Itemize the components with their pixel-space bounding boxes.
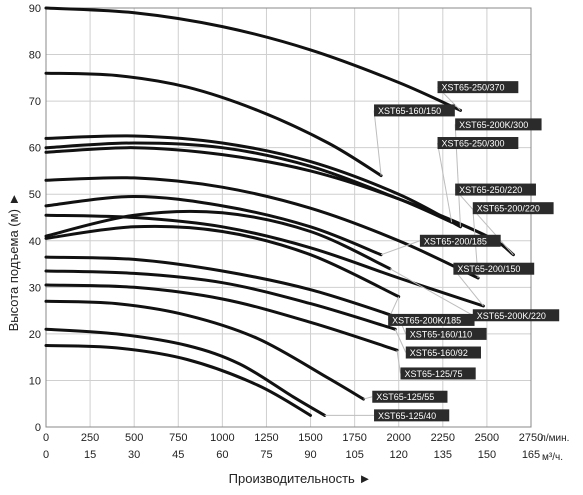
grid xyxy=(45,7,532,428)
series-label: XST65-250/370 xyxy=(442,83,505,93)
x-tick-label-lpm: 0 xyxy=(43,432,49,444)
series-label: XST65-200K/220 xyxy=(477,311,546,321)
label-leader-line xyxy=(437,142,453,223)
series-label-box xyxy=(419,234,501,247)
x-tick-label-lpm: 250 xyxy=(81,432,99,444)
series-label: XST65-250/220 xyxy=(459,185,522,195)
x-tick-label-m3h: 135 xyxy=(434,449,452,461)
label-leader-line xyxy=(394,329,407,353)
series-labels: XST65-250/370 XST65-160/150 XST65-200K/300… xyxy=(372,81,560,422)
series-label: XST65-160/92 xyxy=(410,348,468,358)
y-tick-label: 50 xyxy=(29,189,41,201)
x-tick-label-lpm: 2250 xyxy=(431,432,455,444)
y-tick-label: 70 xyxy=(29,96,41,108)
series-label-box xyxy=(437,137,519,150)
series-label-box xyxy=(455,183,536,196)
x-axis-title: Производительность ► xyxy=(229,471,372,486)
y-axis-title: Высота подъема (м) ► xyxy=(6,193,21,332)
series-line xyxy=(44,71,383,178)
label-leader-line xyxy=(453,268,484,307)
x-tick-label-lpm: 2750 xyxy=(519,432,543,444)
series-label: XST65-125/75 xyxy=(404,369,462,379)
y-tick-label: 80 xyxy=(29,50,41,62)
series-line xyxy=(44,255,401,320)
series-label-box xyxy=(372,390,448,403)
series-label-box xyxy=(472,309,560,322)
x-tick-label-m3h: 105 xyxy=(345,449,363,461)
series-line xyxy=(44,327,327,417)
series-label-box xyxy=(374,104,455,117)
x-tick-label-m3h: 60 xyxy=(216,449,228,461)
series-line xyxy=(44,146,515,257)
series-line xyxy=(44,176,480,280)
x-tick-label-m3h: 0 xyxy=(43,449,49,461)
series-line xyxy=(44,194,383,257)
x-tick-label-lpm: 1750 xyxy=(342,432,366,444)
series-line xyxy=(44,224,401,299)
label-leader-line xyxy=(363,396,373,400)
x-tick-label-lpm: 1250 xyxy=(254,432,278,444)
x-tick-label-lpm: 1000 xyxy=(210,432,234,444)
x-tick-label-m3h: 45 xyxy=(172,449,184,461)
series-label: XST65-200/150 xyxy=(457,264,520,274)
y-tick-label: 0 xyxy=(35,422,41,434)
y-tick-label: 30 xyxy=(29,282,41,294)
label-leader-line xyxy=(373,110,382,176)
series-label: XST65-200K/300 xyxy=(459,120,528,130)
series-label: XST65-250/300 xyxy=(442,139,505,149)
x-tick-label-m3h: 15 xyxy=(84,449,96,461)
x-unit-secondary: м³/ч. xyxy=(542,452,563,463)
curves xyxy=(44,6,515,417)
y-tick-label: 10 xyxy=(29,375,41,387)
series-line xyxy=(44,344,312,417)
series-label: XST65-160/110 xyxy=(410,329,472,339)
series-label: XST65-200K/185 xyxy=(392,315,461,325)
axis-ticks: 0025015500307504510006012507515009017501… xyxy=(29,3,543,461)
plot-frame xyxy=(45,7,532,428)
x-tick-label-m3h: 150 xyxy=(478,449,496,461)
x-unit-primary: л/мин. xyxy=(540,433,569,444)
series-label: XST65-125/55 xyxy=(376,392,434,402)
x-tick-label-lpm: 2000 xyxy=(386,432,410,444)
series-line xyxy=(44,283,399,352)
series-label-box xyxy=(453,262,535,275)
y-tick-label: 20 xyxy=(29,329,41,341)
x-tick-label-lpm: 750 xyxy=(169,432,187,444)
series-line xyxy=(44,269,397,331)
x-tick-label-lpm: 2500 xyxy=(475,432,499,444)
y-tick-label: 60 xyxy=(29,143,41,155)
y-tick-label: 90 xyxy=(29,3,41,15)
x-tick-label-m3h: 165 xyxy=(522,449,540,461)
x-tick-label-lpm: 1500 xyxy=(298,432,322,444)
x-tick-label-m3h: 30 xyxy=(128,449,140,461)
series-line xyxy=(44,6,462,112)
y-tick-label: 40 xyxy=(29,236,41,248)
x-tick-label-m3h: 120 xyxy=(390,449,408,461)
label-leader-line xyxy=(380,240,421,256)
series-label: XST65-160/150 xyxy=(378,106,441,116)
series-label: XST65-200/220 xyxy=(477,204,540,214)
series-label-box xyxy=(374,409,450,422)
series-label-box xyxy=(472,202,554,215)
series-label-box xyxy=(388,313,475,326)
x-tick-label-m3h: 75 xyxy=(260,449,272,461)
series-line xyxy=(44,209,392,271)
label-leader-line xyxy=(454,189,514,256)
label-leader-line xyxy=(396,350,401,374)
series-label-box xyxy=(405,346,481,359)
series-label-box xyxy=(455,118,542,131)
series-label-box xyxy=(400,367,476,380)
x-tick-label-lpm: 500 xyxy=(125,432,143,444)
series-label-box xyxy=(437,81,519,94)
series-label: XST65-200/185 xyxy=(424,236,487,246)
x-tick-label-m3h: 90 xyxy=(304,449,316,461)
series-line xyxy=(44,134,462,229)
series-label: XST65-125/40 xyxy=(378,411,436,421)
series-line xyxy=(44,299,365,401)
series-label-box xyxy=(405,327,487,340)
label-leader-line xyxy=(389,268,474,316)
